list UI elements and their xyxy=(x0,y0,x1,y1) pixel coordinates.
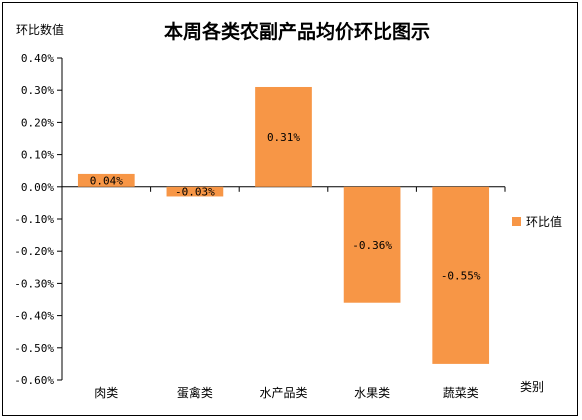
data-label: 0.04% xyxy=(90,174,123,187)
data-label: 0.31% xyxy=(267,131,300,144)
x-tick-label: 水果类 xyxy=(354,386,390,400)
x-tick-label: 蔬菜类 xyxy=(443,386,479,400)
data-label: -0.03% xyxy=(175,186,215,199)
y-tick-label: 0.30% xyxy=(21,84,54,97)
x-tick-label: 肉类 xyxy=(94,386,118,400)
bar-肉类 xyxy=(77,173,135,187)
data-label: -0.55% xyxy=(441,269,481,282)
bar-水产品类 xyxy=(255,86,312,187)
y-tick-label: -0.10% xyxy=(14,213,54,226)
y-tick-label: 0.20% xyxy=(21,116,54,129)
chart-title: 本周各类农副产品均价环比图示 xyxy=(164,20,430,43)
bar-水果类 xyxy=(343,186,401,303)
bar-蔬菜类 xyxy=(432,186,490,364)
y-tick-label: -0.50% xyxy=(14,342,54,355)
legend-label: 环比值 xyxy=(526,214,562,229)
y-tick-label: 0.10% xyxy=(21,149,54,162)
y-tick-label: -0.20% xyxy=(14,245,54,258)
data-label: -0.36% xyxy=(352,239,392,252)
y-tick-label: -0.30% xyxy=(14,277,54,290)
y-tick-label: 0.40% xyxy=(21,52,54,65)
bar-蛋禽类 xyxy=(166,186,224,197)
y-tick-label: 0.00% xyxy=(21,181,54,194)
y-tick-label: -0.60% xyxy=(14,374,54,387)
y-axis-label: 环比数值 xyxy=(16,22,64,37)
y-tick-label: -0.40% xyxy=(14,310,54,323)
x-axis-label: 类别 xyxy=(520,380,544,394)
x-tick-label: 蛋禽类 xyxy=(177,385,213,400)
x-tick-label: 水产品类 xyxy=(259,386,307,400)
legend-swatch xyxy=(512,217,521,226)
